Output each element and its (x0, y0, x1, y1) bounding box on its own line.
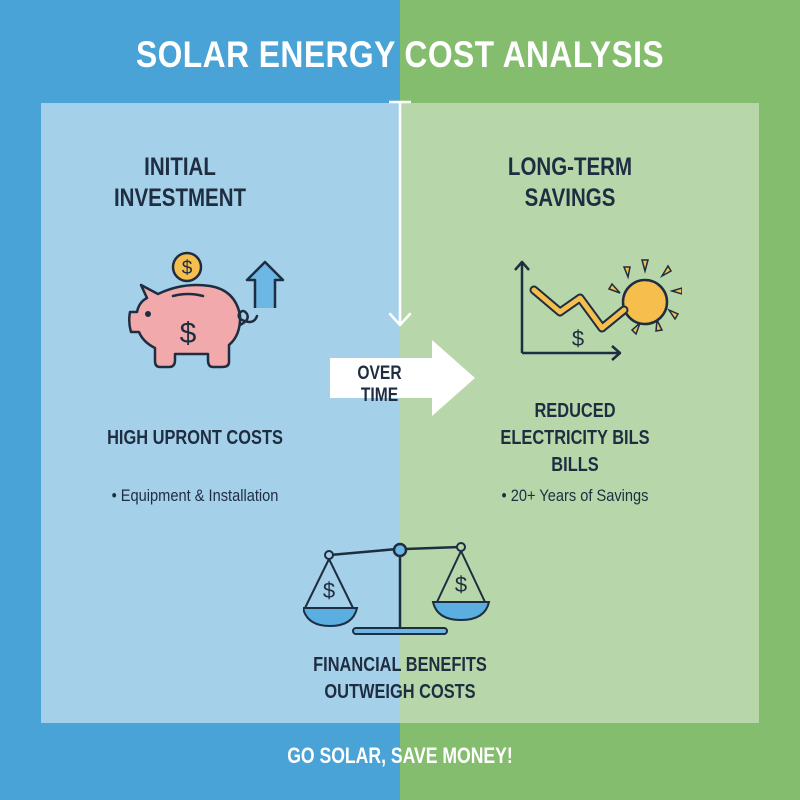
over-time-label: OVER TIME (357, 363, 402, 406)
years-of-savings-bullet: • 20+ Years of Savings (501, 486, 649, 505)
reduced-bills-label: REDUCED ELECTRICITY BILS BILLS (489, 398, 661, 479)
conclusion-line: OUTWEIGH COSTS (324, 681, 476, 703)
subheading-line: BILLS (551, 454, 599, 476)
initial-investment-heading: INITIAL INVESTMENT (98, 152, 262, 214)
page-title: SOLAR ENERGY COST ANALYSIS (135, 34, 665, 75)
subheading-line: ELECTRICITY BILS (500, 427, 650, 449)
down-arrow-icon (388, 100, 412, 327)
svg-text:$: $ (180, 317, 197, 350)
high-upfront-costs-label: HIGH UPRONT COSTS (107, 427, 283, 449)
conclusion-text: FINANCIAL BENEFITS OUTWEIGH COSTS (277, 652, 523, 706)
conclusion-line: FINANCIAL BENEFITS (313, 654, 487, 676)
heading-line: INVESTMENT (113, 184, 247, 212)
heading-line: INITIAL (144, 153, 216, 181)
equipment-bullet: • Equipment & Installation (111, 486, 279, 505)
right-arrow-icon (330, 340, 475, 416)
heading-line: LONG-TERM (507, 153, 633, 181)
subheading-line: REDUCED (534, 400, 616, 422)
svg-text:$: $ (182, 258, 193, 279)
svg-text:$: $ (572, 326, 584, 351)
piggy-bank-icon: $ $ (127, 251, 285, 369)
svg-text:$: $ (323, 578, 335, 603)
heading-line: SAVINGS (524, 184, 616, 212)
footer-tagline: GO SOLAR, SAVE MONEY! (287, 743, 513, 768)
long-term-savings-heading: LONG-TERM SAVINGS (488, 152, 652, 214)
declining-chart-sun-icon: $ (514, 259, 682, 361)
svg-text:$: $ (455, 572, 467, 597)
balance-scale-icon: $ $ (303, 542, 491, 635)
